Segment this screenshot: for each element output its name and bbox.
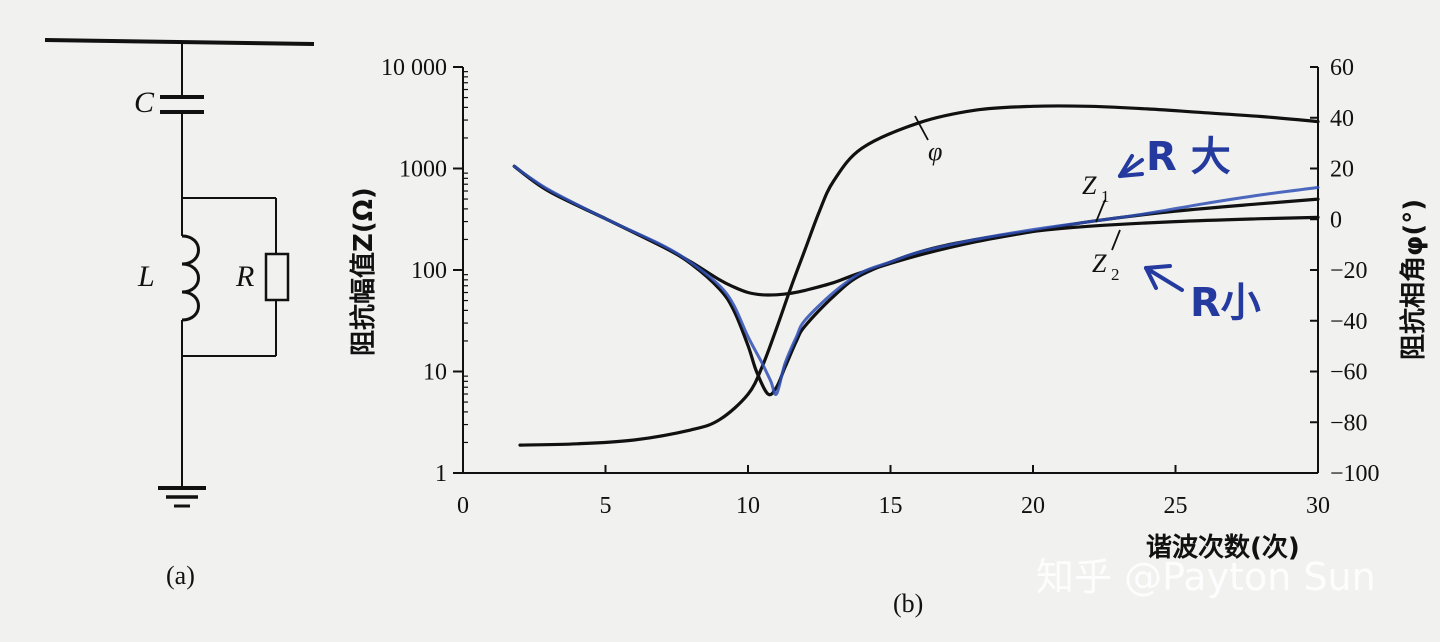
- series-z1-line: [512, 164, 1320, 297]
- hand-note-r-small: R小: [1190, 280, 1261, 326]
- caption-b: (b): [893, 589, 923, 618]
- z2-subscript: 2: [1111, 265, 1120, 284]
- x-tick-label: 5: [600, 493, 612, 519]
- z1-label: Z: [1082, 171, 1097, 200]
- x-tick-label: 15: [879, 493, 903, 519]
- z2-label: Z: [1092, 249, 1107, 278]
- hand-arrow-upper-icon: [1118, 154, 1144, 178]
- y-right-tick-label: 0: [1330, 207, 1342, 233]
- z1-leader: [1095, 199, 1106, 223]
- y-right-tick-label: 60: [1330, 55, 1354, 81]
- y-left-tick-label: 10: [423, 360, 447, 386]
- capacitor-label: C: [134, 86, 155, 119]
- phi-label: φ: [928, 137, 942, 166]
- y-left-tick-label: 100: [411, 258, 447, 284]
- y-right-tick-label: 20: [1330, 157, 1354, 183]
- x-tick-label: 25: [1164, 493, 1188, 519]
- circuit-diagram: [44, 38, 315, 508]
- phi-leader: [914, 115, 929, 141]
- x-axis-title: 谐波次数(次): [1146, 533, 1300, 563]
- y-left-tick-label: 1: [435, 461, 447, 487]
- y-right-tick-label: −40: [1330, 309, 1368, 335]
- z1-subscript: 1: [1101, 187, 1110, 206]
- x-tick-label: 30: [1306, 493, 1330, 519]
- y-left-tick-label: 1000: [399, 157, 447, 183]
- bus-line: [44, 38, 315, 46]
- hand-note-r-big: R 大: [1146, 134, 1231, 180]
- handdrawn-trace-line: [512, 164, 1320, 397]
- series-phi-line: [518, 104, 1320, 447]
- inductor-label: L: [137, 260, 155, 293]
- ground-symbol: [158, 486, 206, 508]
- y-left-tick-label: 10 000: [381, 55, 447, 81]
- z2-leader: [1111, 229, 1121, 251]
- inductor-coil: [181, 234, 200, 322]
- y-right-tick-label: −80: [1330, 410, 1368, 436]
- resistor-label: R: [235, 260, 254, 293]
- watermark: 知乎 @Payton Sun: [1036, 555, 1376, 599]
- x-tick-label: 20: [1021, 493, 1045, 519]
- caption-a: (a): [166, 561, 195, 590]
- y-right-axis-title: 阻抗相角φ(°): [1398, 199, 1429, 360]
- y-right-tick-label: 40: [1330, 106, 1354, 132]
- hand-arrow-lower-icon: [1144, 264, 1184, 292]
- y-right-tick-label: −20: [1330, 258, 1368, 284]
- resistor: [264, 252, 290, 302]
- y-left-axis-title: 阻抗幅值Z(Ω): [348, 187, 379, 356]
- y-right-tick-label: −60: [1330, 360, 1368, 386]
- y-right-tick-label: −100: [1330, 461, 1380, 487]
- x-tick-label: 10: [736, 493, 760, 519]
- x-tick-label: 0: [457, 493, 469, 519]
